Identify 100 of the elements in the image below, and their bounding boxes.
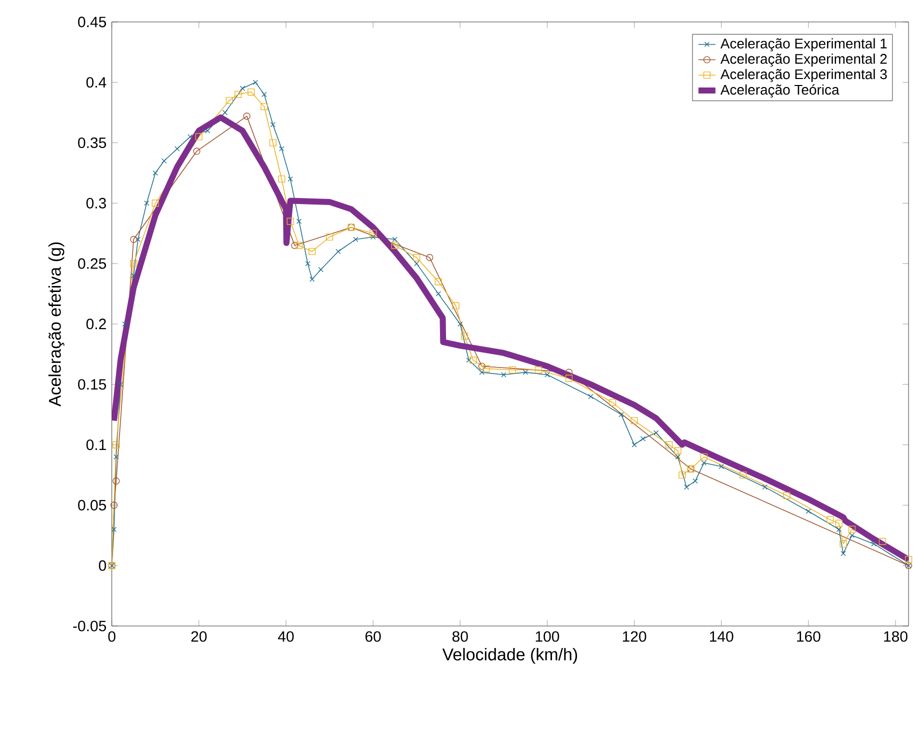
point [534, 366, 542, 374]
point [458, 321, 463, 327]
point [252, 80, 258, 86]
point [296, 218, 302, 224]
point [848, 526, 856, 533]
point [130, 236, 138, 244]
y-tick-label: 0.1 [86, 440, 106, 450]
point [262, 92, 267, 98]
x-axis-title: Velocidade (km/h) [442, 648, 578, 664]
x-tick-label: 100 [536, 631, 560, 642]
point [226, 97, 233, 104]
point [260, 103, 268, 110]
point [806, 508, 812, 514]
point [840, 550, 846, 556]
point [296, 242, 303, 250]
point [370, 234, 376, 240]
point [318, 267, 324, 272]
point [466, 358, 472, 363]
legend-label: Aceleração Teórica [720, 84, 840, 98]
point [152, 200, 159, 207]
point [501, 372, 506, 378]
point [110, 502, 118, 509]
point [240, 86, 246, 92]
point [279, 146, 284, 152]
point [269, 139, 276, 146]
point [234, 90, 242, 98]
point [436, 291, 441, 296]
point [434, 278, 442, 286]
x-tick-label: 140 [710, 631, 734, 642]
point [291, 242, 298, 250]
point [353, 236, 358, 242]
point [762, 484, 768, 490]
point [426, 254, 434, 262]
point [286, 218, 294, 225]
point [326, 234, 334, 241]
point [112, 478, 120, 485]
point [871, 541, 876, 547]
point [413, 254, 420, 262]
x-tick-label: 60 [365, 631, 381, 642]
point [849, 532, 855, 538]
point [478, 362, 486, 370]
point [112, 441, 120, 448]
point [588, 394, 594, 400]
point [122, 321, 128, 327]
point [130, 273, 136, 278]
point [135, 236, 141, 242]
point [452, 302, 460, 310]
y-tick-label: 0.25 [78, 258, 106, 269]
point [188, 134, 193, 140]
point [878, 538, 886, 546]
legend-label: Aceleração Experimental 3 [720, 69, 887, 82]
y-tick-label: 0.35 [78, 138, 106, 148]
point [270, 122, 276, 128]
point [392, 236, 398, 242]
point [618, 412, 624, 418]
point [336, 248, 341, 254]
point [414, 261, 420, 266]
point [630, 417, 638, 424]
point [248, 88, 255, 96]
y-tick-label: 0.4 [86, 77, 106, 88]
point [565, 374, 573, 382]
point [205, 128, 210, 134]
point [508, 366, 516, 374]
point [666, 441, 673, 448]
point [640, 436, 646, 442]
point [565, 368, 573, 376]
x-tick-label: 20 [191, 631, 207, 642]
point [222, 110, 228, 116]
point [193, 148, 200, 155]
point [840, 540, 847, 548]
x-tick-label: 80 [452, 631, 468, 642]
y-tick-label: 0 [98, 560, 106, 571]
point [460, 332, 468, 340]
point [836, 526, 842, 532]
point [701, 460, 707, 466]
point [674, 447, 682, 454]
point [678, 472, 686, 479]
point [308, 248, 316, 256]
point [544, 372, 550, 378]
point [243, 112, 250, 120]
point [522, 370, 528, 375]
point [632, 442, 637, 448]
point [195, 133, 202, 140]
point [700, 453, 708, 460]
point [305, 261, 310, 266]
point [370, 230, 377, 237]
point [905, 556, 912, 564]
point [288, 176, 293, 182]
point [835, 520, 842, 527]
point [309, 276, 315, 282]
point [144, 200, 150, 206]
point [470, 356, 477, 364]
y-tick-label: 0.15 [78, 379, 106, 390]
point [114, 454, 119, 460]
y-tick-label: -0.05 [73, 620, 106, 632]
point [482, 365, 490, 372]
y-tick-label: 0.2 [86, 318, 106, 330]
point [130, 260, 138, 268]
point [111, 526, 117, 532]
point [608, 399, 616, 406]
